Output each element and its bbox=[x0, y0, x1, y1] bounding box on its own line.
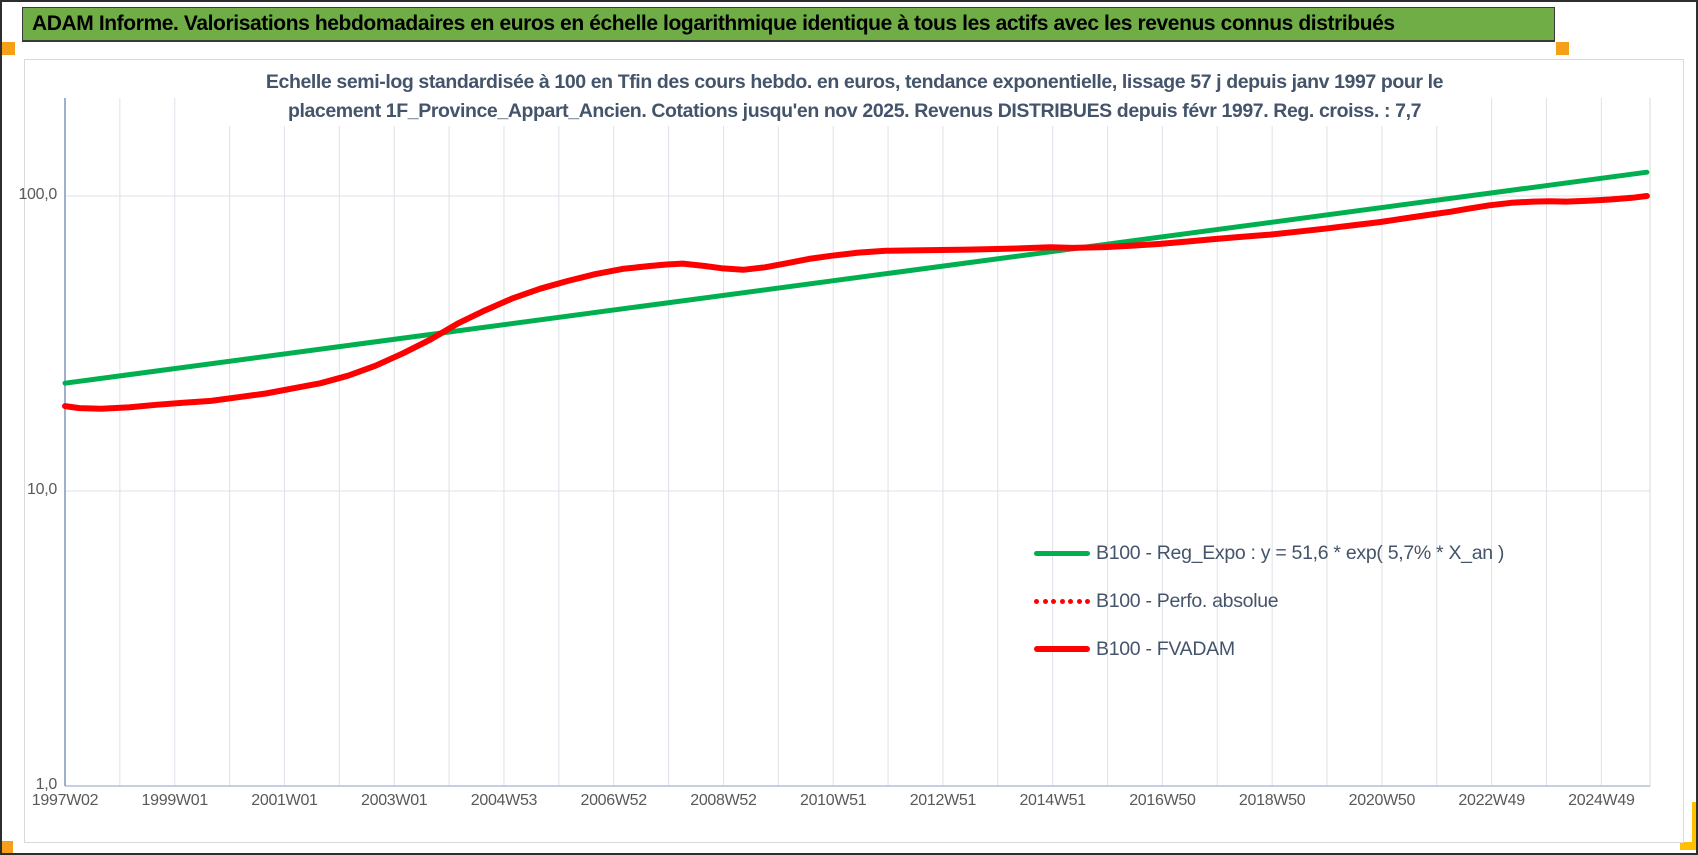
x-tick-label: 2008W52 bbox=[690, 792, 757, 809]
y-tick-label: 100,0 bbox=[18, 186, 57, 203]
x-tick-label: 1999W01 bbox=[141, 792, 209, 809]
x-tick-label: 2022W49 bbox=[1458, 792, 1525, 809]
legend-label: B100 - Reg_Expo : y = 51,6 * exp( 5,7% *… bbox=[1096, 541, 1505, 564]
chart-area bbox=[24, 59, 1684, 843]
series-line-b100-reg-expo-y-51-6-exp-5-7-x-an- bbox=[62, 169, 1650, 386]
x-tick-label: 2006W52 bbox=[580, 792, 647, 809]
legend-dot bbox=[1042, 598, 1048, 604]
x-tick-label: 2014W51 bbox=[1019, 792, 1086, 809]
orange-marker-top-right bbox=[1556, 42, 1569, 55]
chart-legend: B100 - Reg_Expo : y = 51,6 * exp( 5,7% *… bbox=[1034, 529, 1504, 673]
x-tick-label: 2003W01 bbox=[361, 792, 428, 809]
legend-dot bbox=[1051, 598, 1056, 604]
banner-title: ADAM Informe. Valorisations hebdomadaire… bbox=[32, 12, 1395, 35]
orange-marker-bottom-left bbox=[2, 841, 13, 853]
chart-title-line-2: placement 1F_Province_Appart_Ancien. Cot… bbox=[287, 100, 1422, 122]
gold-marker-bottom-right-vertical bbox=[1692, 802, 1696, 850]
y-tick-label: 10,0 bbox=[27, 481, 57, 498]
legend-line bbox=[1034, 550, 1090, 556]
y-tick-label: 1,0 bbox=[35, 776, 58, 793]
legend-item: B100 - Perfo. absolue bbox=[1034, 577, 1504, 625]
legend-dot bbox=[1076, 598, 1082, 604]
banner: ADAM Informe. Valorisations hebdomadaire… bbox=[22, 7, 1555, 42]
gold-marker-bottom-right-horizontal bbox=[1680, 842, 1696, 850]
legend-dot bbox=[1034, 598, 1039, 604]
legend-dot bbox=[1059, 598, 1065, 604]
legend-dot bbox=[1068, 598, 1073, 604]
x-tick-label: 2018W50 bbox=[1238, 792, 1306, 809]
legend-dot bbox=[1085, 598, 1090, 604]
legend-label: B100 - Perfo. absolue bbox=[1096, 589, 1279, 612]
series-line-b100-fvadam bbox=[62, 193, 1650, 412]
x-tick-label: 2004W53 bbox=[470, 792, 538, 809]
orange-marker-top-left bbox=[2, 42, 15, 55]
x-tick-label: 1997W02 bbox=[31, 792, 99, 809]
chart-title: Echelle semi-log standardisée à 100 en T… bbox=[227, 68, 1482, 126]
legend-line bbox=[1034, 646, 1090, 652]
legend-label: B100 - FVADAM bbox=[1096, 637, 1235, 660]
legend-item: B100 - Reg_Expo : y = 51,6 * exp( 5,7% *… bbox=[1034, 529, 1504, 577]
x-tick-label: 2010W51 bbox=[799, 792, 867, 809]
legend-dotted-line-marker bbox=[1034, 598, 1090, 604]
x-tick-label: 2012W51 bbox=[909, 792, 977, 809]
x-tick-label: 2016W50 bbox=[1129, 792, 1196, 809]
legend-solid-line-marker bbox=[1034, 646, 1090, 652]
x-tick-label: 2001W01 bbox=[251, 792, 318, 809]
legend-solid-line-marker bbox=[1034, 550, 1090, 556]
chart-title-line-1: Echelle semi-log standardisée à 100 en T… bbox=[265, 71, 1444, 93]
legend-item: B100 - FVADAM bbox=[1034, 625, 1504, 673]
x-tick-label: 2024W49 bbox=[1568, 792, 1635, 809]
x-tick-label: 2020W50 bbox=[1348, 792, 1416, 809]
